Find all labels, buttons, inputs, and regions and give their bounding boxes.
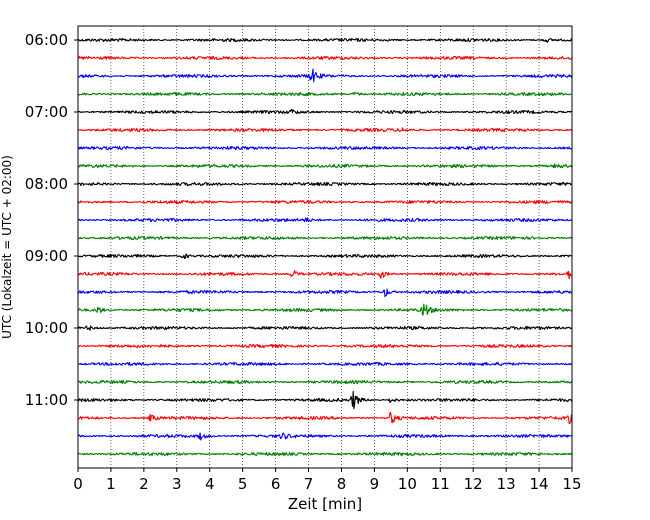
x-axis-ticks: 0 1 2 3 4 5 6 7 8 9 10 11 12 13 14 15 (73, 468, 582, 493)
y-tick-label: 09:00 (25, 247, 68, 265)
trace-line (77, 163, 572, 169)
x-tick-label: 14 (530, 475, 549, 493)
trace-line (77, 288, 573, 298)
trace-line (77, 235, 573, 241)
trace-line (77, 91, 573, 97)
trace-line (77, 199, 573, 205)
y-tick-label: 07:00 (25, 103, 68, 121)
x-tick-label: 11 (431, 475, 450, 493)
trace-line (77, 109, 573, 115)
trace-line (77, 411, 573, 425)
x-tick-label: 9 (370, 475, 380, 493)
x-tick-label: 13 (497, 475, 516, 493)
trace-lines (77, 37, 573, 457)
y-tick-label: 08:00 (25, 175, 68, 193)
trace-line (77, 451, 573, 457)
x-tick-label: 1 (106, 475, 116, 493)
trace-line (77, 37, 573, 43)
x-tick-label: 6 (271, 475, 281, 493)
x-tick-label: 5 (238, 475, 248, 493)
x-axis-label: Zeit [min] (288, 495, 362, 513)
x-tick-label: 3 (172, 475, 182, 493)
trace-line (77, 127, 573, 133)
trace-line (77, 390, 573, 410)
x-tick-label: 4 (205, 475, 215, 493)
trace-line (78, 303, 572, 316)
y-tick-label: 10:00 (25, 319, 68, 337)
y-tick-label: 06:00 (25, 31, 68, 49)
trace-line (77, 325, 573, 331)
x-tick-label: 15 (562, 475, 581, 493)
trace-line (77, 68, 573, 83)
x-tick-label: 12 (464, 475, 483, 493)
x-tick-label: 2 (139, 475, 149, 493)
x-tick-label: 8 (337, 475, 347, 493)
trace-line (77, 181, 573, 187)
x-tick-label: 0 (73, 475, 83, 493)
trace-line (77, 343, 573, 349)
y-axis-ticks: 06:00 07:00 08:00 09:00 10:00 11:00 (25, 31, 78, 409)
plot-frame (77, 25, 573, 469)
trace-line (77, 217, 573, 223)
trace-line (77, 55, 573, 61)
trace-line (77, 379, 573, 385)
trace-line (77, 253, 573, 259)
trace-line (77, 432, 573, 441)
y-tick-label: 11:00 (25, 391, 68, 409)
x-tick-label: 10 (398, 475, 417, 493)
x-tick-label: 7 (304, 475, 314, 493)
trace-line (77, 145, 573, 151)
trace-line (77, 361, 573, 367)
y-axis-label: UTC (Lokalzeit = UTC + 02:00) (0, 155, 14, 339)
trace-line (77, 270, 573, 280)
